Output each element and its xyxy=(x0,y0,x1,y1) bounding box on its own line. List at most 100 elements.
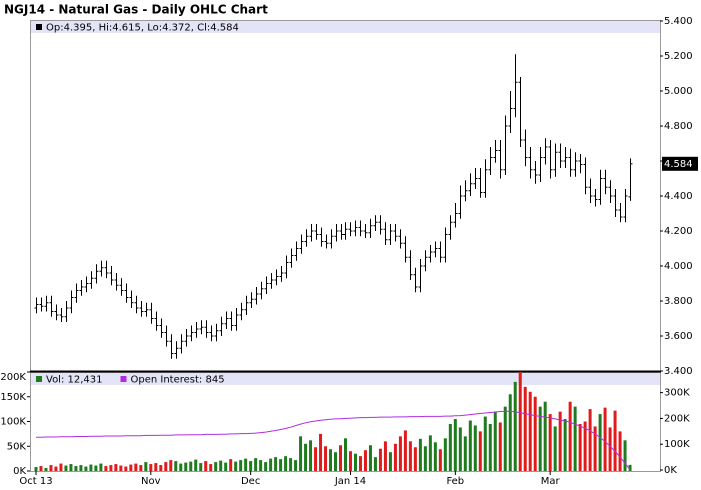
volume-bar xyxy=(558,411,562,471)
x-tick-label: Jan 14 xyxy=(334,476,366,487)
volume-bar xyxy=(613,410,617,471)
volume-bar xyxy=(428,435,432,471)
x-tick-label: Nov xyxy=(141,476,161,487)
volume-bar xyxy=(618,431,622,471)
volume-bar xyxy=(348,451,352,471)
y-tick-label: 150K xyxy=(0,392,26,403)
volume-bar xyxy=(393,443,397,471)
volume-bar xyxy=(588,409,592,471)
volume-bar xyxy=(154,463,158,471)
volume-bar xyxy=(508,394,512,471)
volume-bar xyxy=(234,461,238,471)
volume-bar xyxy=(129,464,133,471)
y-tick-label: 50K xyxy=(7,441,27,452)
volume-bar xyxy=(84,466,88,471)
legend-band xyxy=(31,373,660,385)
volume-bar xyxy=(304,443,308,471)
volume-bar xyxy=(74,466,78,471)
volume-bar xyxy=(378,448,382,471)
last-price-label: 4.584 xyxy=(664,159,693,170)
volume-bar xyxy=(553,426,557,471)
volume-bar xyxy=(329,449,333,471)
volume-bar xyxy=(274,457,278,471)
volume-bar xyxy=(309,440,313,471)
volume-bar xyxy=(189,461,193,471)
volume-bar xyxy=(334,452,338,471)
volume-bar xyxy=(254,458,258,471)
y2-tick-label: 300K xyxy=(664,388,690,399)
legend-text: Open Interest: 845 xyxy=(131,375,225,386)
volume-bar xyxy=(363,450,367,471)
y-tick-label: 4.200 xyxy=(664,226,693,237)
volume-bar xyxy=(289,458,293,471)
volume-bar xyxy=(458,427,462,471)
volume-bar xyxy=(608,427,612,471)
legend-text: Vol: 12,431 xyxy=(46,375,103,386)
volume-bar xyxy=(249,461,253,471)
volume-bar xyxy=(373,457,377,471)
volume-bar xyxy=(184,462,188,471)
y2-tick-label: 0K xyxy=(664,465,677,476)
volume-bar xyxy=(403,430,407,471)
y-tick-label: 3.600 xyxy=(664,331,693,342)
volume-bar xyxy=(353,453,357,471)
legend-marker xyxy=(36,376,42,382)
x-tick-label: Oct 13 xyxy=(19,476,52,487)
volume-bar xyxy=(563,419,567,471)
volume-bar xyxy=(179,463,183,471)
volume-bar xyxy=(473,425,477,471)
volume-bar xyxy=(39,466,43,471)
volume-bar xyxy=(468,420,472,471)
volume-bar xyxy=(59,463,63,471)
volume-bar xyxy=(69,464,73,471)
volume-bar xyxy=(214,462,218,471)
volume-bar xyxy=(99,463,103,471)
volume-bar xyxy=(398,436,402,471)
volume-bar xyxy=(119,465,123,471)
volume-bar xyxy=(124,466,128,471)
volume-bar xyxy=(438,449,442,471)
y-tick-label: 4.400 xyxy=(664,191,693,202)
volume-bar xyxy=(54,466,58,471)
volume-bar xyxy=(423,446,427,471)
volume-bar xyxy=(598,414,602,471)
y-tick-label: 200K xyxy=(0,372,26,383)
volume-bar xyxy=(144,462,148,471)
volume-bar xyxy=(44,468,48,471)
volume-bar xyxy=(164,462,168,471)
volume-bar xyxy=(573,406,577,471)
volume-bar xyxy=(199,463,203,471)
volume-bar xyxy=(239,460,243,471)
volume-bar xyxy=(319,433,323,471)
y2-tick-label: 200K xyxy=(664,413,690,424)
x-tick-label: Feb xyxy=(446,476,464,487)
x-tick-label: Mar xyxy=(541,476,561,487)
legend-text: Op:4.395, Hi:4.615, Lo:4.372, Cl:4.584 xyxy=(46,23,239,34)
volume-bar xyxy=(538,406,542,471)
volume-bar xyxy=(49,465,53,471)
volume-bar xyxy=(518,372,522,471)
volume-bar xyxy=(453,419,457,471)
volume-bar xyxy=(269,458,273,471)
volume-bar xyxy=(513,381,517,471)
volume-bar xyxy=(284,456,288,471)
volume-bar xyxy=(109,465,113,471)
volume-bar xyxy=(418,438,422,471)
volume-bar xyxy=(89,464,93,471)
volume-bar xyxy=(548,414,552,471)
volume-bar xyxy=(528,391,532,471)
volume-bar xyxy=(523,386,527,471)
volume-bar xyxy=(408,441,412,471)
x-tick-label: Dec xyxy=(241,476,260,487)
volume-bar xyxy=(149,464,153,471)
volume-bar xyxy=(134,463,138,471)
legend-band xyxy=(31,21,660,33)
volume-bar xyxy=(388,452,392,471)
volume-bar xyxy=(498,422,502,471)
volume-bar xyxy=(219,460,223,471)
volume-bar xyxy=(79,465,83,471)
volume-bar xyxy=(279,459,283,471)
chart-title: NGJ14 - Natural Gas - Daily OHLC Chart xyxy=(4,3,268,17)
